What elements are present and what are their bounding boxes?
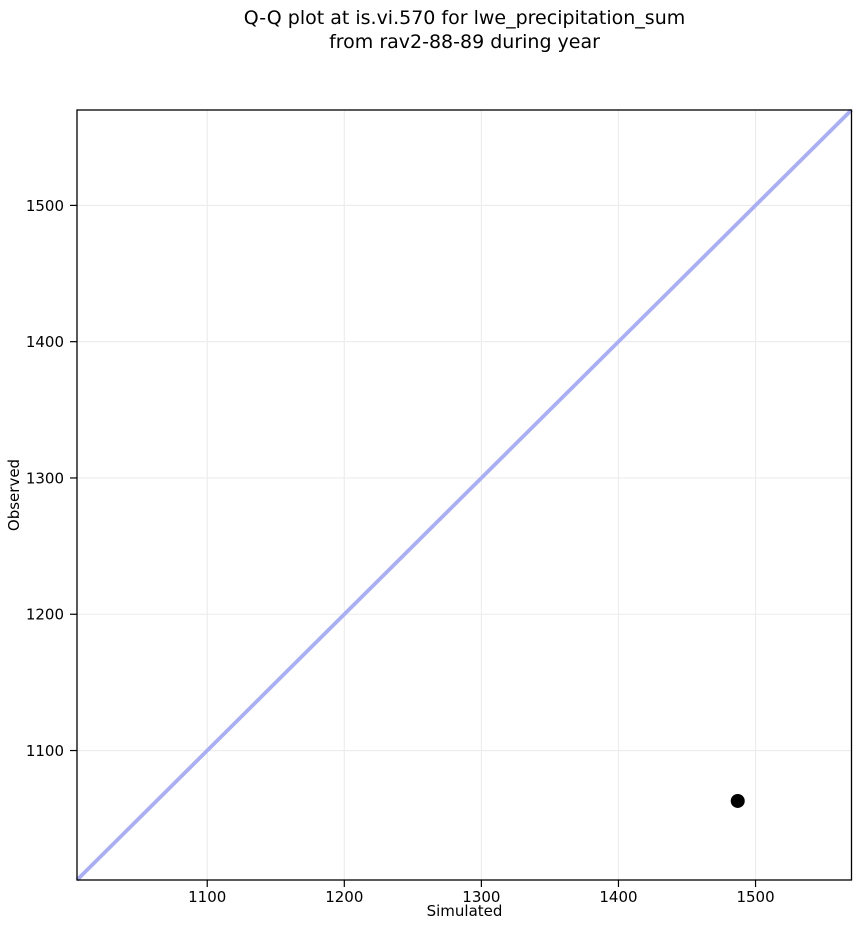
identity-line <box>75 108 853 882</box>
chart-title-line2: from rav2-88-89 during year <box>329 30 600 53</box>
x-axis-label: Simulated <box>426 902 503 920</box>
y-axis-label: Observed <box>5 458 23 532</box>
plot-border <box>76 109 853 881</box>
chart-title-line1: Q-Q plot at is.vi.570 for lwe_precipitat… <box>243 7 686 29</box>
x-tick-label: 1300 <box>462 888 500 906</box>
y-tick-label: 1400 <box>26 333 64 351</box>
y-tick-label: 1100 <box>26 742 64 760</box>
chart-title: Q-Q plot at is.vi.570 for lwe_precipitat… <box>77 7 852 54</box>
data-point <box>730 793 745 808</box>
x-tick-label: 1100 <box>188 888 226 906</box>
x-tick-label: 1500 <box>736 888 774 906</box>
x-tick-label: 1200 <box>325 888 363 906</box>
y-tick-label: 1200 <box>26 606 64 624</box>
y-tick-label: 1500 <box>26 197 64 215</box>
x-tick-label: 1400 <box>599 888 637 906</box>
y-tick-label: 1300 <box>26 469 64 487</box>
